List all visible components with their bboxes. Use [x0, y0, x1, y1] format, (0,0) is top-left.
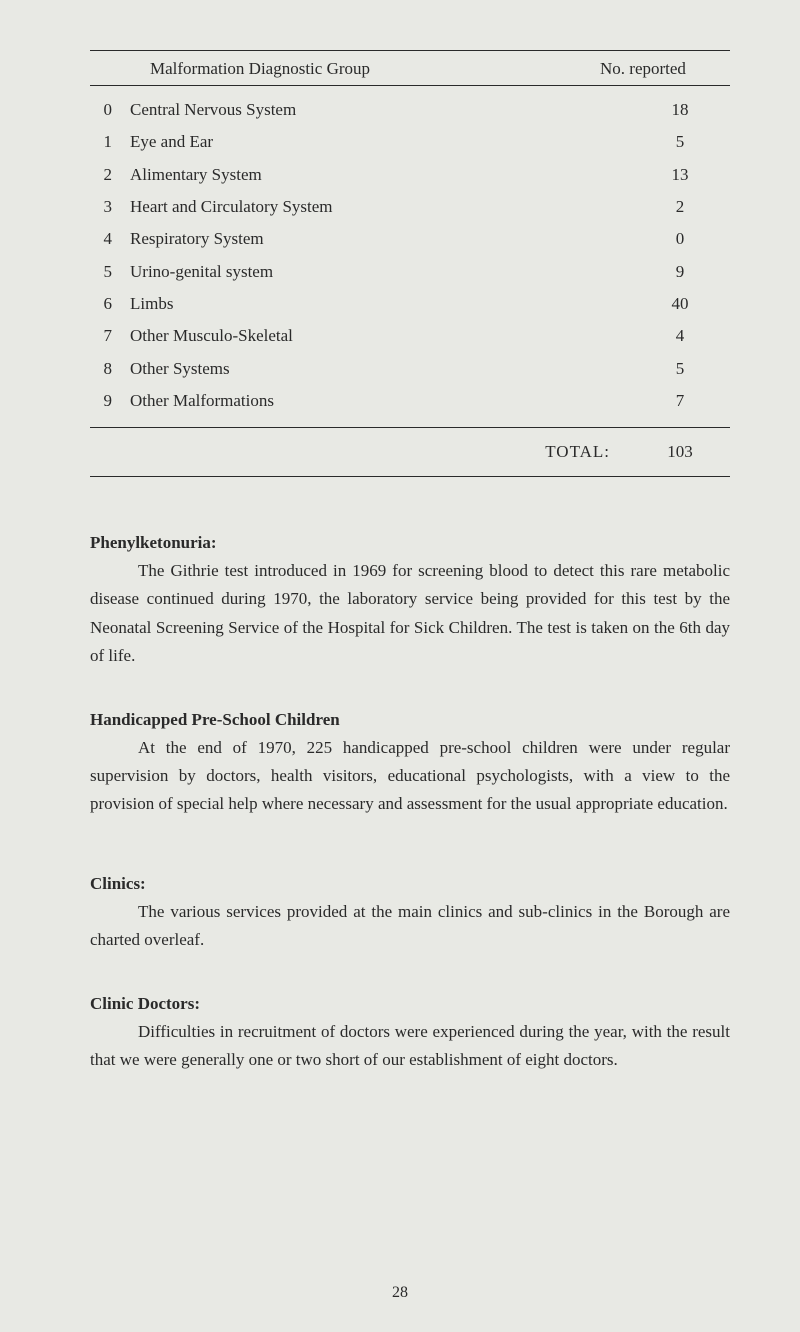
row-label: Other Malformations [130, 388, 630, 414]
table-row: 5 Urino-genital system 9 [90, 256, 730, 288]
table-row: 3 Heart and Circulatory System 2 [90, 191, 730, 223]
row-number: 5 [90, 259, 130, 285]
row-number: 3 [90, 194, 130, 220]
total-label: TOTAL: [90, 442, 630, 462]
row-number: 6 [90, 291, 130, 317]
row-value: 13 [630, 162, 730, 188]
table-row: 7 Other Musculo-Skeletal 4 [90, 320, 730, 352]
table-header-reported: No. reported [600, 59, 730, 79]
row-label: Other Systems [130, 356, 630, 382]
row-label: Eye and Ear [130, 129, 630, 155]
section-body: The various services provided at the mai… [90, 898, 730, 954]
table-row: 0 Central Nervous System 18 [90, 94, 730, 126]
table-header-group: Malformation Diagnostic Group [150, 59, 600, 79]
row-number: 2 [90, 162, 130, 188]
row-value: 40 [630, 291, 730, 317]
table-row: 1 Eye and Ear 5 [90, 126, 730, 158]
row-label: Central Nervous System [130, 97, 630, 123]
row-value: 0 [630, 226, 730, 252]
row-label: Urino-genital system [130, 259, 630, 285]
page-number: 28 [392, 1284, 408, 1302]
table-row: 4 Respiratory System 0 [90, 223, 730, 255]
row-value: 5 [630, 129, 730, 155]
row-number: 1 [90, 129, 130, 155]
row-value: 18 [630, 97, 730, 123]
row-value: 7 [630, 388, 730, 414]
table-row: 8 Other Systems 5 [90, 353, 730, 385]
table-row: 6 Limbs 40 [90, 288, 730, 320]
table-body: 0 Central Nervous System 18 1 Eye and Ea… [90, 85, 730, 428]
row-number: 4 [90, 226, 130, 252]
table-row: 2 Alimentary System 13 [90, 159, 730, 191]
section-body: The Githrie test introduced in 1969 for … [90, 557, 730, 669]
row-label: Respiratory System [130, 226, 630, 252]
table-row: 9 Other Malformations 7 [90, 385, 730, 417]
row-label: Alimentary System [130, 162, 630, 188]
section-body: Difficulties in recruitment of doctors w… [90, 1018, 730, 1074]
table-header: Malformation Diagnostic Group No. report… [90, 50, 730, 85]
row-label: Other Musculo-Skeletal [130, 323, 630, 349]
section-clinics: Clinics: The various services provided a… [90, 874, 730, 954]
row-value: 4 [630, 323, 730, 349]
total-row: TOTAL: 103 [90, 428, 730, 477]
section-handicapped: Handicapped Pre-School Children At the e… [90, 710, 730, 818]
row-number: 7 [90, 323, 130, 349]
section-clinic-doctors: Clinic Doctors: Difficulties in recruitm… [90, 994, 730, 1074]
row-number: 0 [90, 97, 130, 123]
row-number: 8 [90, 356, 130, 382]
table-header-spacer [90, 59, 150, 79]
section-phenylketonuria: Phenylketonuria: The Githrie test introd… [90, 533, 730, 669]
row-value: 2 [630, 194, 730, 220]
row-value: 9 [630, 259, 730, 285]
section-heading: Clinics: [90, 874, 730, 894]
row-number: 9 [90, 388, 130, 414]
row-value: 5 [630, 356, 730, 382]
section-heading: Phenylketonuria: [90, 533, 730, 553]
total-value: 103 [630, 442, 730, 462]
row-label: Limbs [130, 291, 630, 317]
section-heading: Handicapped Pre-School Children [90, 710, 730, 730]
malformation-table: Malformation Diagnostic Group No. report… [90, 50, 730, 477]
row-label: Heart and Circulatory System [130, 194, 630, 220]
section-heading: Clinic Doctors: [90, 994, 730, 1014]
section-body: At the end of 1970, 225 handicapped pre-… [90, 734, 730, 818]
